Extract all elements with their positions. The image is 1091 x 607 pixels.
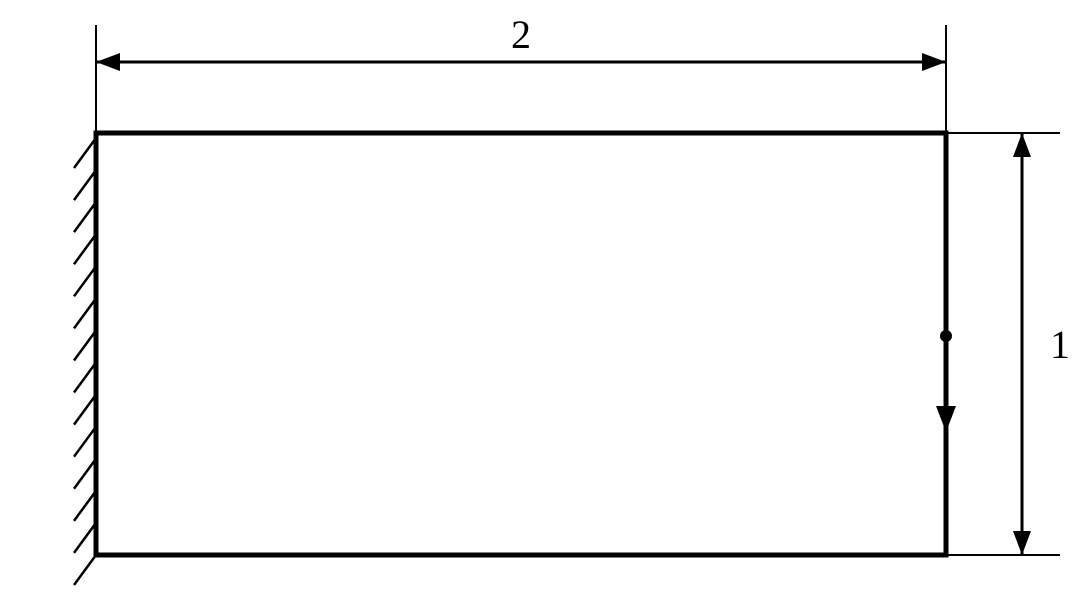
fixed-support-hatch xyxy=(74,427,96,457)
top-dimension-text: 2 xyxy=(511,12,531,57)
fixed-support-hatch xyxy=(74,555,96,585)
fixed-support-hatch xyxy=(74,491,96,521)
fixed-support-hatch xyxy=(74,138,96,168)
fixed-support-hatch xyxy=(74,395,96,425)
fixed-support-hatch xyxy=(74,266,96,296)
fixed-support-hatch xyxy=(74,363,96,393)
fixed-support-hatch xyxy=(74,523,96,553)
right-dimension-text: 1 xyxy=(1050,322,1070,367)
load-point xyxy=(940,330,952,342)
dim-arrowhead xyxy=(922,53,946,71)
fixed-support-hatch xyxy=(74,298,96,328)
fixed-support-hatch xyxy=(74,202,96,232)
dim-arrowhead xyxy=(96,53,120,71)
dim-arrowhead xyxy=(1013,531,1031,555)
load-arrowhead xyxy=(936,406,956,432)
fixed-support-hatch xyxy=(74,330,96,360)
beam-rectangle xyxy=(96,133,946,555)
dim-arrowhead xyxy=(1013,133,1031,157)
cantilever-diagram: 21 xyxy=(0,0,1091,607)
fixed-support-hatch xyxy=(74,170,96,200)
fixed-support-hatch xyxy=(74,234,96,264)
fixed-support-hatch xyxy=(74,459,96,489)
